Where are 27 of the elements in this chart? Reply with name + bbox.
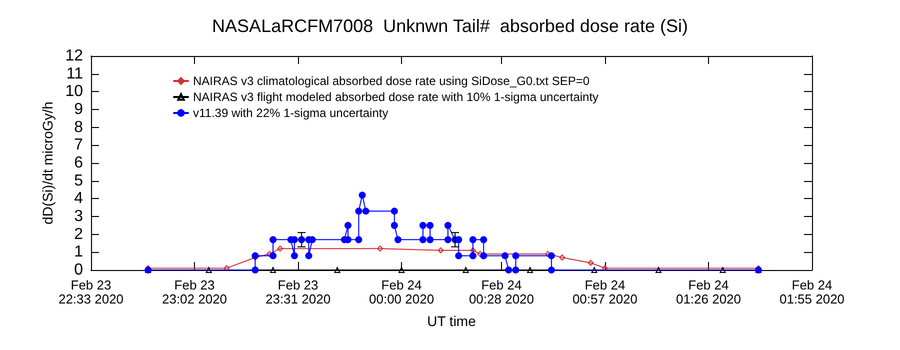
chart-title: NASALaRCFM7008 Unknwn Tail# absorbed dose rate (Si): [212, 16, 688, 36]
y-tick-label: 2: [74, 226, 84, 243]
x-tick-label: Feb 23 22:33 2020: [58, 278, 124, 306]
y-axis-title: dD(Si)/dt microGy/h: [39, 102, 56, 224]
y-tick-label: 10: [65, 83, 84, 100]
x-tick-label: Feb 23 23:31 2020: [265, 278, 331, 306]
x-tick-label: Feb 24 01:55 2020: [779, 278, 845, 306]
y-tick-label: 9: [74, 101, 84, 118]
y-tick-label: 5: [74, 172, 84, 190]
legend-label: v11.39 with 22% 1-sigma uncertainty: [193, 106, 388, 120]
x-axis-title: UT time: [427, 313, 476, 329]
y-tick-label: 6: [74, 154, 84, 172]
x-tick-label: Feb 24 01:26 2020: [676, 278, 742, 306]
y-tick-label: 4: [74, 190, 84, 208]
y-tick-label: 0: [74, 262, 84, 278]
y-tick-label: 12: [65, 48, 84, 64]
x-tick-label: Feb 24 00:28 2020: [468, 278, 534, 306]
y-tick-label: 1: [74, 244, 84, 261]
x-tick-label: Feb 24 00:57 2020: [572, 278, 638, 306]
y-tick-label: 3: [74, 208, 84, 225]
x-tick-label: Feb 23 23:02 2020: [162, 278, 228, 306]
legend-label: NAIRAS v3 flight modeled absorbed dose rate with 10% 1-sigma uncertainty: [193, 90, 599, 104]
x-tick-label: Feb 24 00:00 2020: [368, 278, 434, 306]
y-tick-label: 7: [74, 136, 84, 154]
y-tick-label: 11: [66, 65, 84, 82]
legend-label: NAIRAS v3 climatological absorbed dose rate using SiDose_G0.txt SEP=0: [193, 74, 590, 88]
y-tick-label: 8: [74, 118, 84, 136]
